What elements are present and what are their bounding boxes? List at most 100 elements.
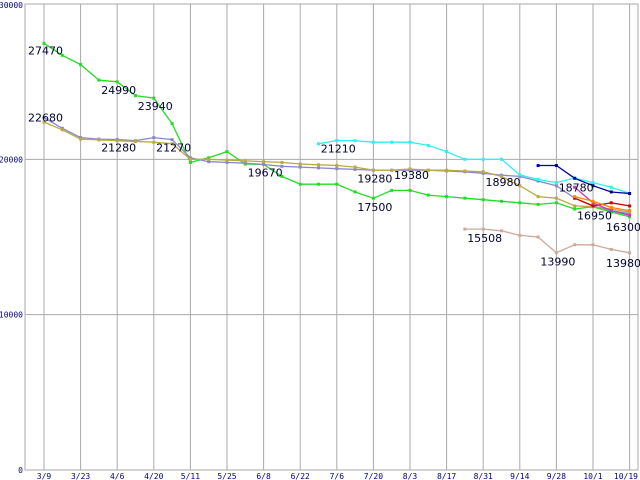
data-point (481, 170, 485, 174)
data-point (591, 201, 595, 205)
data-point (609, 185, 613, 189)
data-point (317, 166, 320, 170)
series-line (574, 186, 630, 216)
x-tick-label: 9/14 (510, 472, 529, 480)
series-line (318, 139, 630, 195)
data-point (573, 243, 577, 247)
data-point (243, 161, 247, 165)
data-point (390, 168, 394, 172)
data-point (335, 164, 339, 168)
data-label: 17500 (357, 201, 392, 214)
data-point (390, 140, 394, 144)
x-tick-label: 6/22 (291, 472, 310, 480)
data-point (518, 173, 522, 177)
data-point (42, 41, 46, 45)
data-point (481, 171, 485, 175)
data-point (408, 188, 412, 192)
data-label: 16950 (577, 210, 612, 223)
data-point (353, 139, 357, 143)
data-label: 21280 (101, 141, 136, 154)
data-point (573, 196, 577, 200)
data-label: 22680 (28, 112, 63, 125)
data-point (280, 174, 284, 178)
data-point (536, 164, 540, 168)
data-point (371, 196, 375, 200)
x-tick-label: 10/1 (583, 472, 602, 480)
data-point (152, 96, 156, 100)
series-line (574, 195, 630, 212)
data-point (591, 184, 595, 188)
data-point (42, 116, 46, 120)
data-label: 18780 (559, 181, 594, 194)
data-point (628, 204, 632, 208)
x-tick-label: 3/9 (37, 472, 52, 480)
data-point (445, 195, 449, 199)
data-point (207, 156, 211, 160)
series-line (538, 164, 630, 195)
data-point (500, 157, 503, 161)
data-label: 19380 (394, 169, 429, 182)
data-point (152, 136, 156, 140)
data-point (591, 204, 595, 208)
data-point (591, 243, 595, 247)
data-point (188, 157, 192, 161)
data-point (609, 247, 613, 251)
x-tick-label: 6/8 (256, 472, 271, 480)
data-label: 19280 (357, 173, 392, 186)
data-point (573, 207, 577, 211)
data-point (628, 215, 632, 219)
data-label: 16300 (606, 221, 640, 234)
data-point (628, 212, 632, 216)
data-point (518, 233, 522, 237)
data-point (573, 195, 577, 199)
y-tick-label: 30000 (0, 1, 23, 10)
data-label: 15508 (467, 232, 502, 245)
data-point (335, 167, 339, 171)
data-point (554, 251, 558, 255)
data-point (170, 138, 174, 142)
y-tick-label: 0 (18, 466, 23, 475)
data-point (280, 160, 284, 164)
data-point (298, 182, 302, 186)
data-point (591, 199, 595, 203)
data-label: 24990 (101, 84, 136, 97)
data-point (371, 140, 375, 144)
data-point (42, 120, 46, 124)
y-tick-label: 20000 (0, 155, 23, 164)
data-point (591, 181, 595, 185)
data-point (134, 94, 137, 98)
x-tick-label: 8/17 (437, 472, 456, 480)
data-point (60, 126, 64, 130)
data-point (628, 209, 632, 213)
data-point (536, 235, 540, 239)
grid (24, 3, 639, 471)
data-point (225, 160, 229, 164)
data-point (353, 167, 357, 171)
data-point (207, 157, 211, 161)
data-point (188, 160, 192, 164)
data-point (609, 207, 613, 211)
data-point (243, 159, 247, 163)
data-point (262, 162, 266, 166)
x-tick-label: 8/31 (474, 472, 493, 480)
data-point (317, 142, 320, 146)
data-point (97, 138, 101, 142)
data-point (445, 168, 449, 172)
data-point (170, 142, 174, 146)
plot-border (24, 3, 639, 471)
data-label: 13980 (606, 257, 640, 270)
data-point (518, 201, 522, 205)
data-point (152, 140, 156, 144)
data-point (207, 160, 211, 164)
data-point (500, 174, 503, 178)
data-point (573, 185, 577, 189)
data-point (445, 150, 449, 154)
data-point (134, 139, 137, 143)
series-layer (42, 41, 632, 255)
x-tick-label: 5/11 (181, 472, 200, 480)
data-label: 23940 (138, 100, 173, 113)
data-point (262, 160, 266, 164)
